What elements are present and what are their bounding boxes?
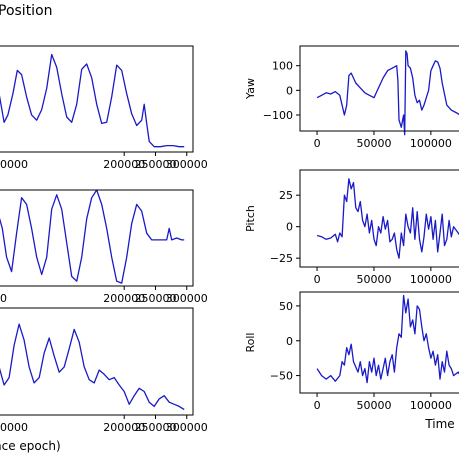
x-tick-label: 250000 xyxy=(134,292,176,305)
x-tick-label: 250000 xyxy=(134,421,176,434)
x-tick-label: 100000 xyxy=(410,399,452,412)
x-tick-label: 300000 xyxy=(166,421,208,434)
x-tick-label: 0 xyxy=(314,399,321,412)
x-tick-label: 300000 xyxy=(166,158,208,171)
axes-frame xyxy=(299,45,459,132)
chart-panel-right-roll: 0 50000 100000 50 0 −50 Roll Time xyxy=(244,291,459,431)
y-tick-label: −25 xyxy=(270,252,293,265)
x-tick-label: 0000 xyxy=(0,158,28,171)
y-tick-label: 50 xyxy=(279,300,293,313)
x-axis-label: Time xyxy=(424,417,454,431)
y-axis-label: Yaw xyxy=(244,78,257,100)
chart-panel-right-pitch: 0 50000 100000 25 0 −25 Pitch xyxy=(244,169,459,286)
x-tick-label: 50000 xyxy=(356,399,391,412)
series-line xyxy=(316,50,459,136)
axes-frame xyxy=(0,307,194,416)
x-tick-label: 0 xyxy=(0,292,7,305)
y-axis-label: Pitch xyxy=(244,205,257,232)
series-line xyxy=(316,178,459,259)
x-tick-label: 0 xyxy=(314,273,321,286)
x-tick-label: 0 xyxy=(314,137,321,150)
y-tick-label: −50 xyxy=(270,370,293,383)
x-tick-label: 50000 xyxy=(356,137,391,150)
charts-container: 2000002500003000000000200000250000300000… xyxy=(0,45,459,453)
y-tick-label: 0 xyxy=(286,221,293,234)
axes-frame xyxy=(0,189,194,287)
series-line xyxy=(0,53,185,148)
chart-panel-right-yaw: 0 50000 100000 100 0 −100 Yaw xyxy=(244,45,459,150)
axes-frame xyxy=(0,45,194,153)
x-tick-label: 0000 xyxy=(0,421,28,434)
y-axis-label: Roll xyxy=(244,333,257,353)
y-tick-label: 0 xyxy=(286,335,293,348)
y-tick-label: 0 xyxy=(286,84,293,97)
y-tick-label: −100 xyxy=(263,109,293,122)
x-axis-label: nce epoch) xyxy=(0,439,61,453)
series-line xyxy=(0,189,185,284)
x-tick-label: 300000 xyxy=(166,292,208,305)
figure-title: Position xyxy=(0,3,53,19)
series-line xyxy=(0,323,185,411)
x-tick-label: 200000 xyxy=(103,421,145,434)
x-tick-label: 100000 xyxy=(410,273,452,286)
y-tick-label: 25 xyxy=(279,189,293,202)
x-tick-label: 100000 xyxy=(410,137,452,150)
series-line xyxy=(316,294,459,384)
axes-frame xyxy=(299,169,459,268)
x-tick-label: 200000 xyxy=(103,292,145,305)
axes-frame xyxy=(299,291,459,394)
y-tick-label: 100 xyxy=(272,60,293,73)
x-tick-label: 50000 xyxy=(356,273,391,286)
x-tick-label: 250000 xyxy=(134,158,176,171)
x-tick-label: 200000 xyxy=(103,158,145,171)
